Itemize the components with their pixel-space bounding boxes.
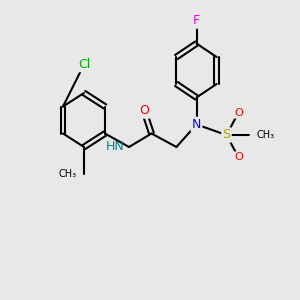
Text: O: O — [234, 152, 243, 163]
Text: O: O — [139, 104, 149, 118]
Text: HN: HN — [106, 140, 124, 154]
Text: CH₃: CH₃ — [256, 130, 274, 140]
Text: O: O — [234, 107, 243, 118]
Text: F: F — [193, 14, 200, 28]
Text: Cl: Cl — [78, 58, 90, 71]
Text: N: N — [192, 118, 201, 131]
Text: CH₃: CH₃ — [58, 169, 76, 179]
Text: S: S — [223, 128, 230, 142]
